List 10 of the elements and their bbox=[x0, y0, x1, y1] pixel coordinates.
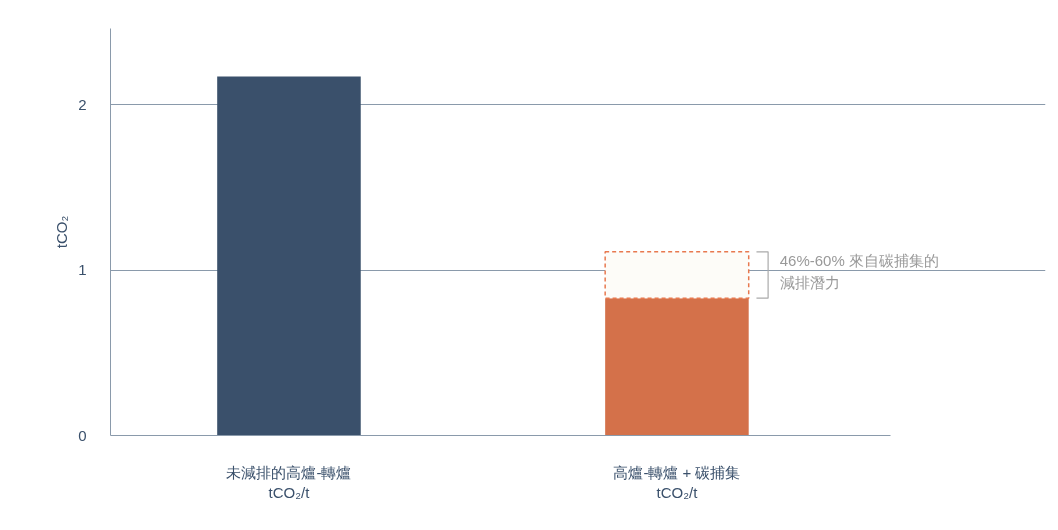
y-axis-title: tCO₂ bbox=[53, 215, 71, 249]
bar bbox=[605, 298, 749, 436]
y-tick-label: 0 bbox=[78, 426, 87, 444]
bar bbox=[604, 251, 750, 299]
annotation: 46%-60% 來自碳捕集的減排潛力 bbox=[779, 251, 939, 291]
bar bbox=[217, 76, 361, 436]
y-tick-label: 2 bbox=[78, 95, 87, 113]
y-tick-label: 1 bbox=[78, 261, 87, 279]
x-tick-label: 未減排的高爐-轉爐 tCO₂/t bbox=[226, 463, 352, 501]
x-tick-label: 高爐-轉爐 + 碳捕集 tCO₂/t bbox=[613, 463, 741, 501]
